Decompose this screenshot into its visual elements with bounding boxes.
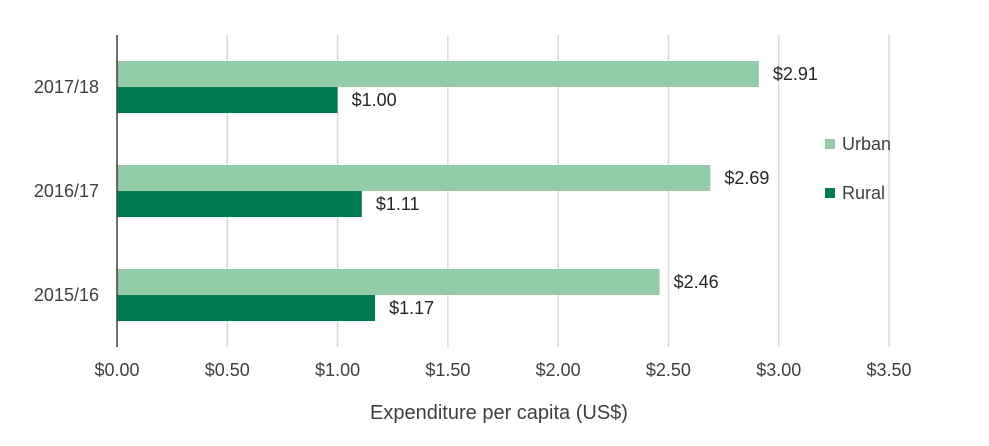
bar-rural [117,295,376,321]
category-label: 2017/18 [34,77,99,97]
data-label: $2.69 [724,168,769,188]
category-label: 2016/17 [34,181,99,201]
x-tick-label: $2.50 [646,360,691,380]
legend-swatch-rural [825,188,835,198]
data-labels: $2.91 $1.00 $2.69 $1.11 $2.46 $1.17 [352,64,818,318]
data-label: $1.17 [389,298,434,318]
legend-label-rural: Rural [842,183,885,203]
x-tick-label: $2.00 [536,360,581,380]
bar-rural [117,87,338,113]
x-tick-label: $0.00 [94,360,139,380]
x-tick-label: $3.00 [756,360,801,380]
x-tick-label: $0.50 [205,360,250,380]
x-tick-labels: $0.00 $0.50 $1.00 $1.50 $2.00 $2.50 $3.00 $3.50 [94,360,911,380]
bar-urban [117,165,711,191]
data-label: $1.11 [376,194,420,214]
bars [117,61,759,321]
data-label: $2.91 [773,64,818,84]
x-tick-label: $3.50 [866,360,911,380]
data-label: $1.00 [352,90,397,110]
legend-label-urban: Urban [842,134,891,154]
x-tick-label: $1.00 [315,360,360,380]
bar-rural [117,191,362,217]
category-label: 2015/16 [34,285,99,305]
category-labels: 2017/18 2016/17 2015/16 [34,77,99,305]
bar-urban [117,269,660,295]
legend-swatch-urban [825,139,835,149]
x-tick-label: $1.50 [425,360,470,380]
x-axis-title: Expenditure per capita (US$) [370,402,628,424]
bar-urban [117,61,759,87]
legend: Urban Rural [825,134,891,203]
data-label: $2.46 [674,272,719,292]
